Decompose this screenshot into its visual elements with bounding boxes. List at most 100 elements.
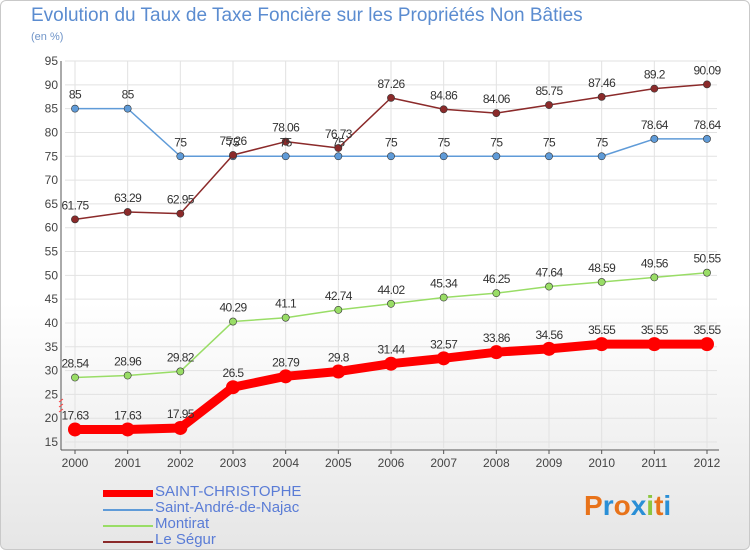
- data-point: [594, 337, 609, 352]
- y-tick-label: 45: [45, 292, 59, 306]
- data-point: [176, 209, 185, 218]
- data-point: [650, 273, 659, 282]
- data-label: 46.25: [483, 272, 511, 286]
- data-label: 33.86: [483, 331, 511, 345]
- data-point: [439, 293, 448, 302]
- logo-letter: r: [602, 490, 614, 521]
- data-label: 78.64: [641, 118, 669, 132]
- data-label: 85: [122, 88, 135, 102]
- data-label: 75: [385, 135, 398, 149]
- data-label: 41.1: [275, 297, 297, 311]
- x-tick-label: 2007: [430, 456, 457, 470]
- data-point: [439, 105, 448, 114]
- data-label: 89.2: [644, 68, 666, 82]
- data-point: [647, 337, 662, 352]
- data-point: [703, 80, 711, 89]
- data-label: 35.55: [588, 323, 616, 337]
- data-label: 49.56: [641, 256, 669, 270]
- data-point: [226, 380, 240, 395]
- legend-label: SAINT-CHRISTOPHE: [155, 483, 302, 500]
- data-label: 28.54: [61, 357, 89, 371]
- data-label: 84.86: [430, 88, 458, 102]
- data-point: [650, 84, 659, 93]
- axis-break-mark: [58, 408, 64, 413]
- data-point: [176, 152, 185, 161]
- data-label: 75: [227, 135, 240, 149]
- x-tick-label: 2008: [483, 456, 510, 470]
- x-tick-label: 2002: [167, 456, 194, 470]
- data-point: [597, 152, 606, 161]
- logo-letter: o: [613, 490, 631, 521]
- x-tick-label: 2011: [641, 456, 667, 470]
- data-point: [278, 369, 293, 384]
- data-label: 50.55: [693, 252, 721, 266]
- legend-label: Le Ségur: [155, 531, 216, 548]
- x-tick-label: 2006: [378, 456, 405, 470]
- data-label: 34.56: [535, 328, 563, 342]
- data-point: [700, 337, 714, 352]
- x-tick-label: 2004: [272, 456, 299, 470]
- data-label: 75: [490, 135, 503, 149]
- data-label: 78.06: [272, 121, 300, 135]
- logo-letter: P: [584, 490, 603, 521]
- data-label: 75: [543, 135, 556, 149]
- data-point: [597, 278, 606, 286]
- data-label: 75: [596, 135, 609, 149]
- y-tick-label: 25: [45, 387, 59, 401]
- data-point: [650, 135, 659, 143]
- data-label: 28.79: [272, 355, 300, 369]
- y-tick-label: 15: [45, 435, 59, 449]
- data-label: 17.63: [114, 408, 142, 422]
- data-point: [123, 208, 132, 216]
- data-label: 29.82: [167, 350, 195, 364]
- data-label: 90.09: [693, 63, 721, 77]
- data-label: 62.95: [167, 193, 195, 207]
- data-label: 26.5: [223, 366, 245, 380]
- legend-label: Montirat: [155, 515, 210, 532]
- data-label: 29.8: [328, 351, 350, 365]
- data-label: 47.64: [535, 266, 563, 280]
- data-label: 28.96: [114, 355, 142, 369]
- data-label: 31.44: [377, 343, 405, 357]
- x-tick-label: 2000: [62, 456, 89, 470]
- data-label: 75: [280, 135, 293, 149]
- data-point: [492, 289, 501, 298]
- y-tick-label: 80: [45, 125, 59, 139]
- data-label: 85: [69, 88, 82, 102]
- y-tick-label: 75: [45, 149, 59, 163]
- legend-label: Saint-André-de-Najac: [155, 499, 300, 516]
- data-label: 75: [332, 135, 345, 149]
- y-tick-label: 60: [45, 221, 59, 235]
- x-tick-label: 2012: [694, 456, 721, 470]
- data-label: 75.26: [219, 134, 247, 148]
- y-tick-label: 95: [45, 54, 59, 68]
- data-label: 63.29: [114, 191, 142, 205]
- data-point: [68, 422, 82, 437]
- y-tick-label: 20: [45, 411, 59, 425]
- data-point: [545, 152, 553, 161]
- legend-swatch-saint-christophe: [103, 490, 153, 497]
- y-tick-label: 40: [45, 316, 59, 330]
- data-point: [387, 299, 395, 308]
- data-label: 35.55: [693, 323, 721, 337]
- data-point: [384, 356, 398, 371]
- x-tick-label: 2010: [588, 456, 615, 470]
- data-point: [334, 152, 343, 161]
- proxiti-logo: Proxiti: [584, 490, 671, 522]
- x-tick-label: 2005: [325, 456, 352, 470]
- data-point: [387, 152, 395, 161]
- data-point: [120, 422, 135, 437]
- data-point: [439, 152, 448, 161]
- data-point: [71, 104, 79, 113]
- data-point: [492, 109, 501, 118]
- data-label: 76.73: [325, 127, 353, 141]
- y-axis-unit-label: (en %): [31, 31, 64, 43]
- data-label: 32.57: [430, 337, 458, 351]
- data-point: [281, 313, 290, 322]
- axis-break-mark: [58, 403, 64, 408]
- data-point: [229, 317, 237, 326]
- data-point: [123, 104, 132, 113]
- y-tick-label: 70: [45, 173, 59, 187]
- chart-title: Evolution du Taux de Taxe Foncière sur l…: [31, 5, 583, 26]
